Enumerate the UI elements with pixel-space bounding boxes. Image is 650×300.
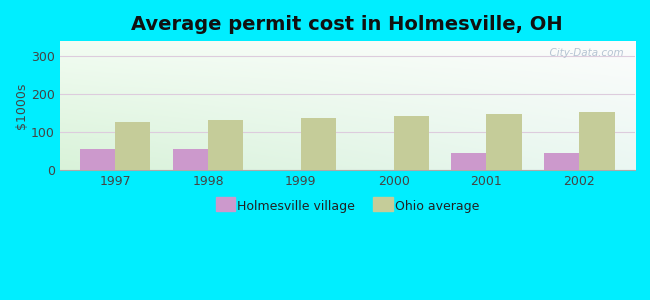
Bar <box>451 153 486 170</box>
Bar <box>486 114 522 170</box>
Legend: Holmesville village, Ohio average: Holmesville village, Ohio average <box>211 195 484 218</box>
Bar <box>394 116 429 170</box>
Bar <box>115 122 151 170</box>
Bar <box>208 120 243 170</box>
Title: Average permit cost in Holmesville, OH: Average permit cost in Holmesville, OH <box>131 15 563 34</box>
Bar <box>173 148 208 170</box>
Bar <box>301 118 336 170</box>
Text: City-Data.com: City-Data.com <box>543 48 623 58</box>
Y-axis label: $1000s: $1000s <box>15 82 28 129</box>
Bar <box>80 148 115 170</box>
Bar <box>544 153 579 170</box>
Bar <box>579 112 615 170</box>
